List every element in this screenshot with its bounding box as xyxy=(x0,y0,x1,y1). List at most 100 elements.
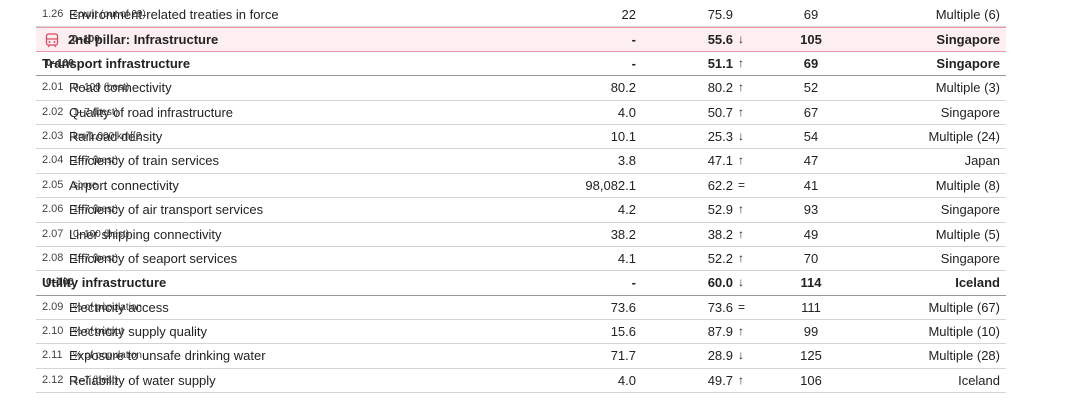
name-text: Quality of road infrastructure xyxy=(69,104,234,120)
rank-cell: 125 xyxy=(800,348,822,364)
val-cell: 4.2 xyxy=(617,202,636,218)
val-cell: 22 xyxy=(621,7,636,22)
indicator-code: 2.08 xyxy=(42,251,64,264)
name-text: Electricity access xyxy=(69,299,169,315)
indicator-code: 2.06 xyxy=(42,203,64,216)
best-cell: Multiple (5) xyxy=(935,226,1000,242)
name-text: Reliability of water supply xyxy=(69,372,216,388)
unit: 1–7 (best) xyxy=(73,204,119,216)
score-cell: 75.9 xyxy=(707,7,733,22)
table-row: 2.01 Road connectivity 0–100 (best) 80.2 80.… xyxy=(36,76,1006,101)
table-row: 2.07 Liner shipping connectivity 0–100 (be… xyxy=(36,223,1006,247)
rank-cell: 41 xyxy=(803,177,819,193)
best-cell: Singapore xyxy=(940,104,1000,120)
name-text: Transport infrastructure xyxy=(42,55,191,71)
trend-cell: = xyxy=(738,299,746,314)
score-cell: 62.2 xyxy=(707,177,733,193)
trend-cell: ↑ xyxy=(738,250,744,265)
val-cell: 80.2 xyxy=(610,80,636,96)
best-cell: Multiple (8) xyxy=(935,177,1000,193)
indicator-code: 2.03 xyxy=(42,129,64,142)
best-cell: Singapore xyxy=(936,55,1000,71)
unit: 0–100 xyxy=(46,277,74,289)
table-row: 2.09 Electricity access% of population 73.… xyxy=(36,296,1006,321)
table-row: 2.05 Airport connectivity score 98,082.1 62.… xyxy=(36,174,1006,199)
best-cell: Multiple (67) xyxy=(928,299,1000,315)
indicator-code: 2.02 xyxy=(42,105,64,118)
trend-cell: ↑ xyxy=(738,324,744,339)
unit: km/1,000 km[[2 xyxy=(73,130,142,142)
name-text: Efficiency of seaport services xyxy=(69,250,238,266)
trend-cell: ↑ xyxy=(738,80,744,95)
unit: 1–7 (best) xyxy=(73,374,119,386)
rank-cell: 106 xyxy=(800,372,822,388)
indicator-code: 2.05 xyxy=(42,178,64,191)
val-cell: - xyxy=(631,275,636,291)
indicator-code: 2.04 xyxy=(42,154,64,167)
score-cell: 55.6 xyxy=(707,32,733,48)
name-text: Electricity supply quality xyxy=(69,324,207,340)
score-cell: 25.3 xyxy=(707,128,733,144)
indicator-code: 2.11 xyxy=(42,349,63,362)
rank-cell: 69 xyxy=(803,55,819,71)
score-cell: 80.2 xyxy=(707,80,733,96)
val-cell: 10.1 xyxy=(610,128,636,144)
score-cell: 49.7 xyxy=(707,372,733,388)
unit: % of population xyxy=(73,350,142,362)
val-cell: 3.8 xyxy=(617,153,636,169)
best-cell: Multiple (3) xyxy=(935,80,1000,96)
val-cell: 15.6 xyxy=(610,324,636,340)
table-row: 2.02 Quality of road infrastructure 1–7 (b… xyxy=(36,101,1006,125)
score-cell: 87.9 xyxy=(707,324,733,340)
score-cell: 28.9 xyxy=(707,348,733,364)
val-cell: - xyxy=(631,32,636,48)
rank-cell: 47 xyxy=(803,153,819,169)
unit: 0–100 xyxy=(46,57,74,69)
val-cell: 73.6 xyxy=(610,299,636,315)
name-text: 2nd pillar: Infrastructure xyxy=(68,32,219,48)
trend-cell: ↑ xyxy=(738,202,744,217)
table-row: 2.11 Exposure to unsafe drinking water% o… xyxy=(36,344,1006,369)
unit: 1–7 (best) xyxy=(73,106,119,118)
best-cell: Japan xyxy=(964,153,1000,169)
name-text: Utility infrastructure xyxy=(42,275,167,291)
best-cell: Singapore xyxy=(940,250,1000,266)
rank-cell: 99 xyxy=(803,324,819,340)
val-cell: 71.7 xyxy=(610,348,636,364)
trend-cell: ↑ xyxy=(738,104,744,119)
best-cell: Iceland xyxy=(955,275,1000,291)
table-row: 2.06 Efficiency of air transport services… xyxy=(36,198,1006,223)
best-cell: Multiple (10) xyxy=(928,324,1000,340)
table-row: 2.10 Electricity supply quality% of outpu… xyxy=(36,320,1006,345)
name-text: Exposure to unsafe drinking water xyxy=(69,348,266,364)
indicator-code: 2.10 xyxy=(42,325,64,338)
table-row: 1.26 Environment-related treaties in forc… xyxy=(36,3,1006,28)
unit: count (out of 29) xyxy=(73,9,146,20)
pillar-icon xyxy=(45,33,59,48)
unit: 0–100 (best) xyxy=(73,82,130,94)
score-cell: 52.9 xyxy=(707,202,733,218)
name-text: Railroad density xyxy=(69,128,163,144)
score-cell: 52.2 xyxy=(707,250,733,266)
rank-cell: 105 xyxy=(800,32,822,48)
indicator-code: 2.12 xyxy=(42,373,64,386)
best-cell: Multiple (24) xyxy=(928,128,1000,144)
score-cell: 73.6 xyxy=(707,299,733,315)
rank-cell: 93 xyxy=(803,202,819,218)
rank-cell: 114 xyxy=(800,275,822,291)
trend-cell: = xyxy=(738,177,746,192)
score-cell: 47.1 xyxy=(707,153,733,169)
trend-cell: ↓ xyxy=(738,32,744,47)
best-cell: Singapore xyxy=(940,202,1000,218)
name-text: Environment-related treaties in force xyxy=(69,7,279,22)
table-row: Transport infrastructure 0–100 - 51.1 ↑ 69 Sin… xyxy=(36,52,1006,77)
indicator-code: 1.26 xyxy=(42,8,64,20)
unit: % of output xyxy=(73,326,124,338)
table: 1.26 Environment-related treaties in forc… xyxy=(36,3,1006,394)
table-row: 2.03 Railroad density km/1,000 km[[2 10.1 25… xyxy=(36,125,1006,150)
trend-cell: ↑ xyxy=(738,226,744,241)
val-cell: 38.2 xyxy=(610,226,636,242)
unit: 1–7 (best) xyxy=(73,155,119,167)
name-text: Road connectivity xyxy=(69,80,172,96)
